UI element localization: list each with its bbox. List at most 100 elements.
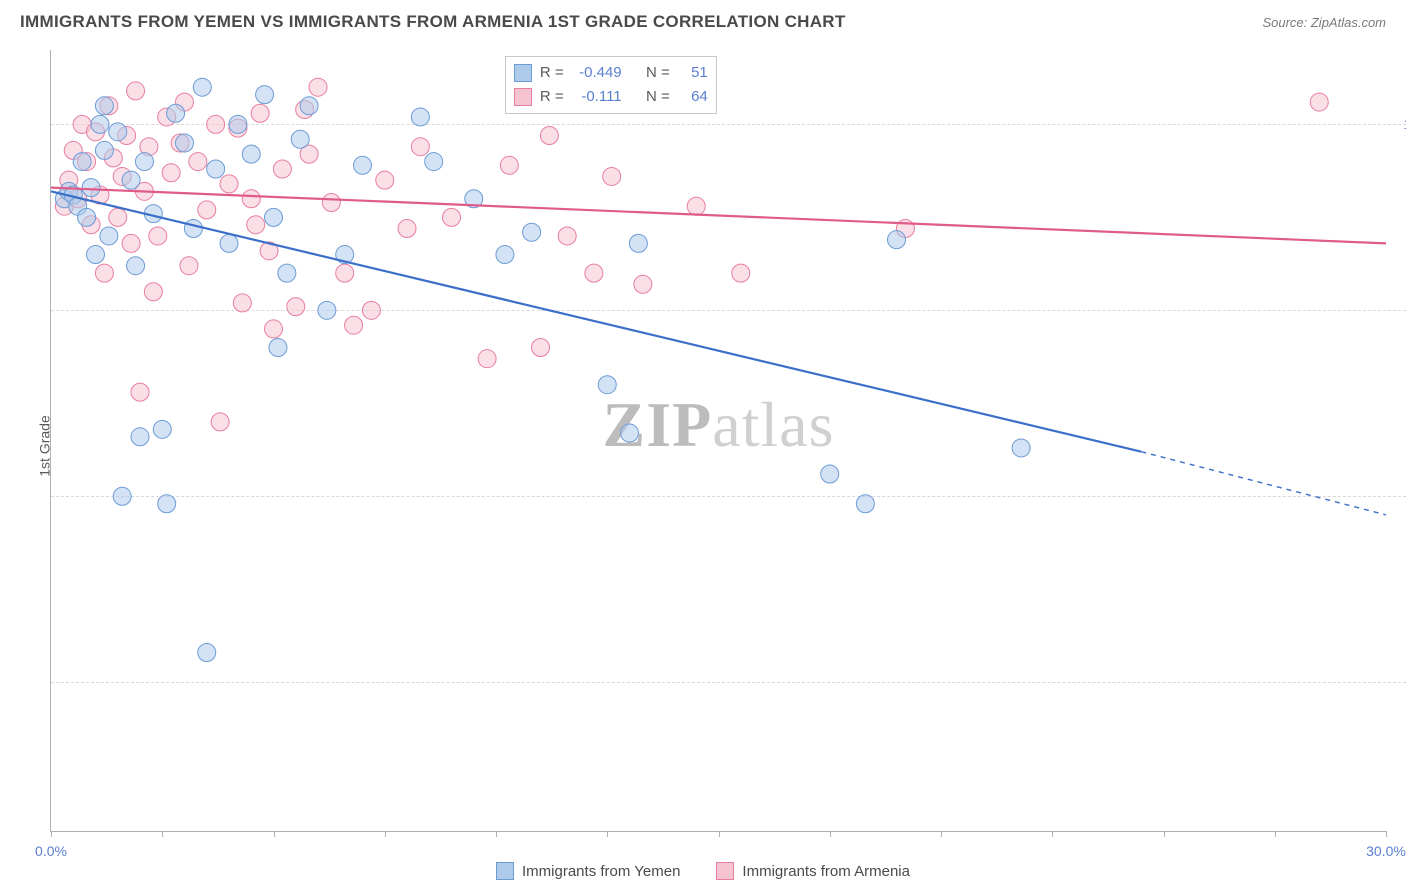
stat-box: R =-0.449 N =51R =-0.111 N =64 bbox=[505, 56, 717, 114]
scatter-point bbox=[598, 376, 616, 394]
scatter-point bbox=[411, 108, 429, 126]
stat-swatch bbox=[514, 64, 532, 82]
scatter-point bbox=[300, 97, 318, 115]
scatter-point bbox=[523, 223, 541, 241]
scatter-point bbox=[411, 138, 429, 156]
scatter-point bbox=[122, 234, 140, 252]
plot-region: ZIPatlas 85.0%90.0%95.0%100.0%0.0%30.0%R… bbox=[50, 50, 1386, 832]
x-tick bbox=[830, 831, 831, 837]
scatter-point bbox=[73, 153, 91, 171]
scatter-point bbox=[1310, 93, 1328, 111]
stat-r-label: R = bbox=[540, 61, 564, 85]
scatter-point bbox=[95, 264, 113, 282]
legend-label-armenia: Immigrants from Armenia bbox=[742, 863, 910, 880]
scatter-point bbox=[95, 141, 113, 159]
scatter-point bbox=[180, 257, 198, 275]
x-tick bbox=[385, 831, 386, 837]
scatter-point bbox=[278, 264, 296, 282]
scatter-point bbox=[113, 487, 131, 505]
scatter-point bbox=[856, 495, 874, 513]
scatter-point bbox=[153, 420, 171, 438]
scatter-point bbox=[265, 320, 283, 338]
scatter-point bbox=[109, 208, 127, 226]
scatter-point bbox=[207, 160, 225, 178]
stat-row: R =-0.111 N =64 bbox=[514, 85, 708, 109]
scatter-point bbox=[336, 264, 354, 282]
scatter-point bbox=[687, 197, 705, 215]
scatter-point bbox=[109, 123, 127, 141]
x-tick bbox=[496, 831, 497, 837]
scatter-point bbox=[135, 153, 153, 171]
x-tick bbox=[1275, 831, 1276, 837]
scatter-point bbox=[732, 264, 750, 282]
x-tick bbox=[162, 831, 163, 837]
scatter-point bbox=[345, 316, 363, 334]
bottom-legend: Immigrants from Yemen Immigrants from Ar… bbox=[0, 862, 1406, 880]
scatter-point bbox=[585, 264, 603, 282]
legend-item-armenia: Immigrants from Armenia bbox=[716, 862, 910, 880]
scatter-point bbox=[603, 167, 621, 185]
x-tick bbox=[941, 831, 942, 837]
swatch-armenia bbox=[716, 862, 734, 880]
scatter-point bbox=[1012, 439, 1030, 457]
scatter-point bbox=[629, 234, 647, 252]
scatter-point bbox=[540, 127, 558, 145]
scatter-point bbox=[91, 115, 109, 133]
stat-n-label: N = bbox=[646, 85, 670, 109]
scatter-point bbox=[251, 104, 269, 122]
regression-line bbox=[51, 188, 1386, 244]
scatter-point bbox=[242, 190, 260, 208]
scatter-point bbox=[247, 216, 265, 234]
scatter-point bbox=[176, 134, 194, 152]
scatter-point bbox=[354, 156, 372, 174]
stat-swatch bbox=[514, 88, 532, 106]
scatter-point bbox=[443, 208, 461, 226]
scatter-point bbox=[242, 145, 260, 163]
x-tick bbox=[274, 831, 275, 837]
stat-r-value: -0.449 bbox=[572, 61, 622, 85]
scatter-point bbox=[95, 97, 113, 115]
scatter-point bbox=[291, 130, 309, 148]
scatter-point bbox=[127, 82, 145, 100]
stat-row: R =-0.449 N =51 bbox=[514, 61, 708, 85]
scatter-point bbox=[211, 413, 229, 431]
scatter-point bbox=[100, 227, 118, 245]
chart-header: IMMIGRANTS FROM YEMEN VS IMMIGRANTS FROM… bbox=[0, 0, 1406, 38]
scatter-point bbox=[287, 298, 305, 316]
regression-line bbox=[51, 191, 1141, 451]
scatter-point bbox=[144, 283, 162, 301]
regression-line-extrapolated bbox=[1141, 452, 1386, 515]
stat-n-value: 64 bbox=[678, 85, 708, 109]
scatter-point bbox=[273, 160, 291, 178]
scatter-point bbox=[131, 383, 149, 401]
scatter-point bbox=[821, 465, 839, 483]
scatter-point bbox=[131, 428, 149, 446]
scatter-point bbox=[149, 227, 167, 245]
scatter-point bbox=[558, 227, 576, 245]
x-tick-label: 30.0% bbox=[1366, 843, 1406, 859]
scatter-point bbox=[362, 301, 380, 319]
scatter-point bbox=[318, 301, 336, 319]
scatter-point bbox=[322, 193, 340, 211]
scatter-point bbox=[198, 201, 216, 219]
scatter-point bbox=[229, 115, 247, 133]
scatter-point bbox=[184, 220, 202, 238]
scatter-point bbox=[82, 179, 100, 197]
x-tick bbox=[51, 831, 52, 837]
scatter-point bbox=[309, 78, 327, 96]
scatter-point bbox=[233, 294, 251, 312]
scatter-point bbox=[189, 153, 207, 171]
scatter-point bbox=[198, 643, 216, 661]
scatter-point bbox=[398, 220, 416, 238]
scatter-point bbox=[496, 246, 514, 264]
scatter-point bbox=[167, 104, 185, 122]
scatter-point bbox=[162, 164, 180, 182]
stat-r-value: -0.111 bbox=[572, 85, 622, 109]
scatter-point bbox=[634, 275, 652, 293]
scatter-point bbox=[532, 339, 550, 357]
scatter-point bbox=[256, 86, 274, 104]
swatch-yemen bbox=[496, 862, 514, 880]
scatter-point bbox=[220, 234, 238, 252]
x-tick bbox=[607, 831, 608, 837]
x-tick bbox=[1052, 831, 1053, 837]
